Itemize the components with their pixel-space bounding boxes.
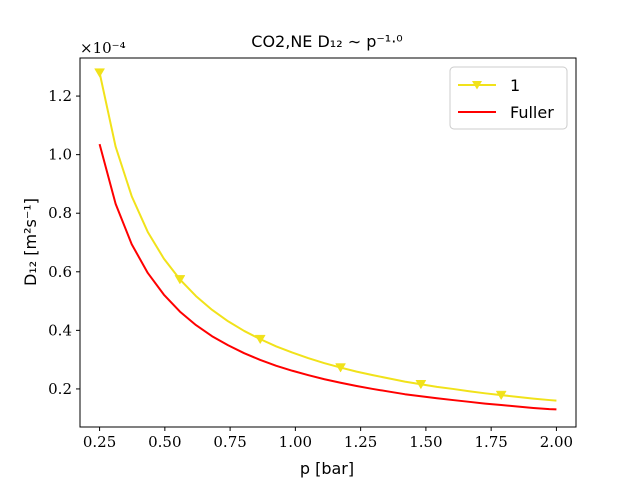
data-point-marker — [94, 68, 106, 78]
x-tick-label: 0.25 — [83, 433, 116, 451]
y-tick-label: 1.0 — [48, 146, 72, 164]
y-axis-label: D₁₂ [m²s⁻¹] — [21, 198, 40, 286]
y-tick-label: 0.4 — [48, 321, 72, 339]
x-tick-label: 1.25 — [344, 433, 377, 451]
x-tick-label: 1.00 — [279, 433, 312, 451]
y-axis: 0.2 0.4 0.6 0.8 1.0 1.2 — [48, 87, 80, 398]
data-point-marker — [254, 334, 266, 345]
plot-frame — [79, 57, 577, 428]
x-tick-label: 0.50 — [148, 433, 181, 451]
x-tick-label: 1.75 — [474, 433, 507, 451]
x-tick-label: 0.75 — [213, 433, 246, 451]
y-tick-label: 0.2 — [48, 380, 72, 398]
y-tick-label: 0.8 — [48, 204, 72, 222]
chart-title: CO2,NE D₁₂ ∼ p⁻¹·⁰ — [251, 32, 402, 51]
legend-label-series-1: 1 — [510, 76, 520, 95]
data-point-marker — [174, 275, 186, 285]
data-point-marker — [495, 390, 507, 401]
data-point-marker — [335, 363, 346, 373]
x-tick-label: 1.50 — [409, 433, 442, 451]
series-line-fuller — [98, 143, 557, 411]
plot-area — [79, 57, 577, 428]
x-tick-label: 2.00 — [540, 433, 573, 451]
series-layer — [94, 68, 557, 411]
data-point-marker — [415, 379, 427, 390]
y-tick-label: 1.2 — [48, 87, 72, 105]
y-tick-label: 0.6 — [48, 263, 72, 281]
x-axis-label: p [bar] — [300, 459, 354, 478]
y-axis-multiplier: ×10⁻⁴ — [80, 39, 126, 57]
legend-marker-series-1 — [472, 81, 482, 90]
legend: 1 Fuller — [449, 66, 568, 130]
legend-label-fuller: Fuller — [510, 103, 554, 122]
x-axis: 0.25 0.50 0.75 1.00 1.25 1.50 1.75 2.00 — [83, 427, 573, 451]
